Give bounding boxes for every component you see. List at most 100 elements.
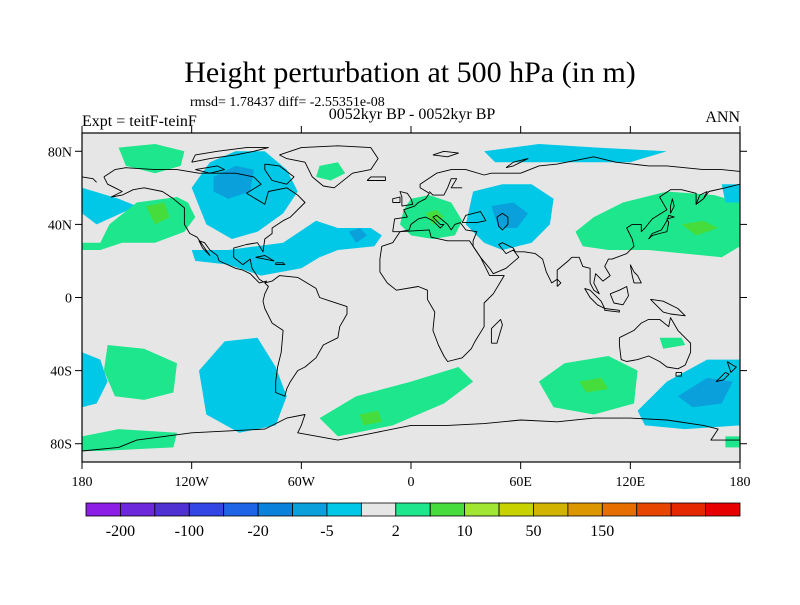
coastline-greenland bbox=[279, 145, 379, 189]
anomaly-region-south-pacific-high bbox=[103, 345, 177, 400]
lon-tick-label: 180 bbox=[72, 475, 93, 490]
coastline-cuba bbox=[255, 255, 275, 262]
colorbar-swatch bbox=[429, 502, 466, 517]
coastline-philippines bbox=[629, 264, 642, 284]
colorbar-swatch bbox=[326, 502, 362, 517]
anomaly-region-south-atlantic-high-core bbox=[359, 410, 382, 426]
colorbar-swatch bbox=[464, 502, 500, 517]
coastline-australia bbox=[618, 317, 692, 370]
anomaly-region-eurasia-low-core bbox=[491, 202, 528, 228]
colorbar-swatch bbox=[636, 502, 672, 517]
experiment-label: Expt = teitF-teinF bbox=[82, 113, 197, 130]
coastline-new-guinea bbox=[650, 298, 686, 317]
coastline-black-sea bbox=[461, 211, 487, 224]
anomaly-region-south-atlantic-high bbox=[319, 367, 474, 437]
anomaly-region-pacific-nw-low bbox=[82, 187, 137, 225]
colorbar-label: 2 bbox=[392, 523, 400, 540]
coastline-hispaniola bbox=[275, 262, 286, 266]
colorbar-label: -200 bbox=[106, 523, 135, 540]
coastline-baffin-island bbox=[264, 163, 295, 185]
anomaly-region-australia-north-high bbox=[659, 337, 686, 349]
plot-title: Height perturbation at 500 hPa (in m) bbox=[184, 56, 636, 89]
colorbar-label: 10 bbox=[457, 523, 473, 540]
colorbar-swatch bbox=[395, 502, 431, 517]
coastline-sri-lanka bbox=[556, 278, 562, 287]
coastline-kamchatka bbox=[695, 191, 708, 205]
lat-tick-label: 80S bbox=[50, 438, 72, 453]
lon-tick-label: 60W bbox=[288, 475, 316, 490]
anomaly-region-arctic-pacific-high bbox=[118, 144, 185, 174]
anomaly-region-indian-ocean-high-core bbox=[579, 377, 609, 393]
lon-tick-label: 60E bbox=[509, 475, 532, 490]
anomaly-region-south-pacific-west-low bbox=[82, 352, 108, 408]
coastline-antarctica bbox=[82, 414, 740, 452]
period-label: 0052kyr BP - 0052kyr BP bbox=[329, 106, 496, 123]
coastline-africa bbox=[379, 229, 505, 362]
lon-tick-label: 120W bbox=[175, 475, 210, 490]
colorbar-swatch bbox=[257, 502, 293, 517]
lon-tick-label: 120E bbox=[616, 475, 646, 490]
anomaly-region-europe-high-core bbox=[425, 209, 444, 225]
coastline-great-britain bbox=[399, 191, 414, 207]
colorbar-swatch bbox=[188, 502, 225, 517]
colorbar-swatch bbox=[154, 502, 190, 517]
anomaly-region-antarctic-pacific-high bbox=[82, 429, 177, 451]
coastline-madagascar bbox=[490, 318, 503, 344]
lat-tick-label: 0 bbox=[65, 292, 72, 307]
colorbar-label: -100 bbox=[175, 523, 204, 540]
lat-tick-label: 80N bbox=[48, 145, 72, 160]
colorbar-swatch bbox=[670, 502, 706, 517]
coastline-iceland bbox=[366, 176, 386, 181]
coastline-borneo bbox=[609, 286, 629, 306]
colorbar-swatch bbox=[223, 502, 259, 517]
colorbar bbox=[85, 502, 741, 517]
colorbar-swatch bbox=[601, 502, 638, 517]
coastline-java bbox=[604, 308, 620, 313]
anomaly-region-greenland-high bbox=[316, 162, 346, 181]
colorbar-swatch bbox=[533, 502, 569, 517]
colorbar-label: 50 bbox=[526, 523, 542, 540]
coastline-scandinavia-gulf bbox=[428, 178, 463, 196]
lat-tick-label: 40N bbox=[48, 218, 72, 233]
longitude-axis: 180 120W 60W 0 60E 120E 180 bbox=[72, 126, 751, 490]
colorbar-label: -20 bbox=[247, 523, 268, 540]
colorbar-swatch bbox=[360, 502, 397, 517]
coastline-south-america bbox=[262, 275, 348, 397]
stats-label: rmsd= 1.78437 diff= -2.55351e-08 bbox=[190, 95, 385, 110]
coastline-svalbard bbox=[432, 150, 459, 158]
coastline-new-zealand-south bbox=[715, 372, 730, 383]
colorbar-swatch bbox=[292, 502, 328, 517]
colorbar-label: 150 bbox=[590, 523, 614, 540]
anomaly-region-antarctic-east-high bbox=[725, 436, 740, 448]
anomaly-region-north-pacific-high-core bbox=[146, 202, 170, 225]
colorbar-swatch bbox=[120, 502, 156, 517]
colorbar-swatch bbox=[705, 502, 741, 517]
anomaly-region-atlantic-low-core bbox=[348, 228, 368, 243]
coastline-eurasia-east bbox=[82, 176, 97, 183]
coastline-caspian-sea bbox=[496, 212, 509, 231]
anomaly-region-asia-pacific-high bbox=[575, 191, 740, 258]
coastline-eurasia bbox=[392, 156, 740, 232]
coastline-japan bbox=[648, 214, 675, 240]
lon-tick-label: 180 bbox=[730, 475, 751, 490]
coastline-tasmania bbox=[675, 371, 682, 377]
colorbar-swatch bbox=[567, 502, 603, 517]
season-label: ANN bbox=[705, 109, 740, 126]
anomaly-regions bbox=[82, 144, 740, 451]
coastline-north-america bbox=[103, 167, 306, 284]
anomaly-region-canada-low-core bbox=[213, 165, 254, 199]
coastline-novaya-zemlya bbox=[505, 158, 529, 169]
colorbar-labels: -200 -100 -20 -5 2 10 50 150 bbox=[106, 523, 615, 540]
anomaly-region-arctic-siberia-low bbox=[484, 144, 667, 163]
colorbar-swatch bbox=[85, 502, 121, 517]
anomaly-region-south-america-low bbox=[199, 337, 287, 433]
anomaly-region-dateline-low bbox=[721, 184, 740, 203]
coastline-ireland bbox=[392, 196, 401, 203]
lat-tick-label: 40S bbox=[50, 365, 72, 380]
coastline-new-zealand-north bbox=[726, 361, 737, 373]
anomaly-region-asia-pacific-high-core bbox=[681, 220, 719, 236]
colorbar-swatch bbox=[498, 502, 534, 517]
coastline-asia-pacific-coast bbox=[392, 183, 740, 295]
